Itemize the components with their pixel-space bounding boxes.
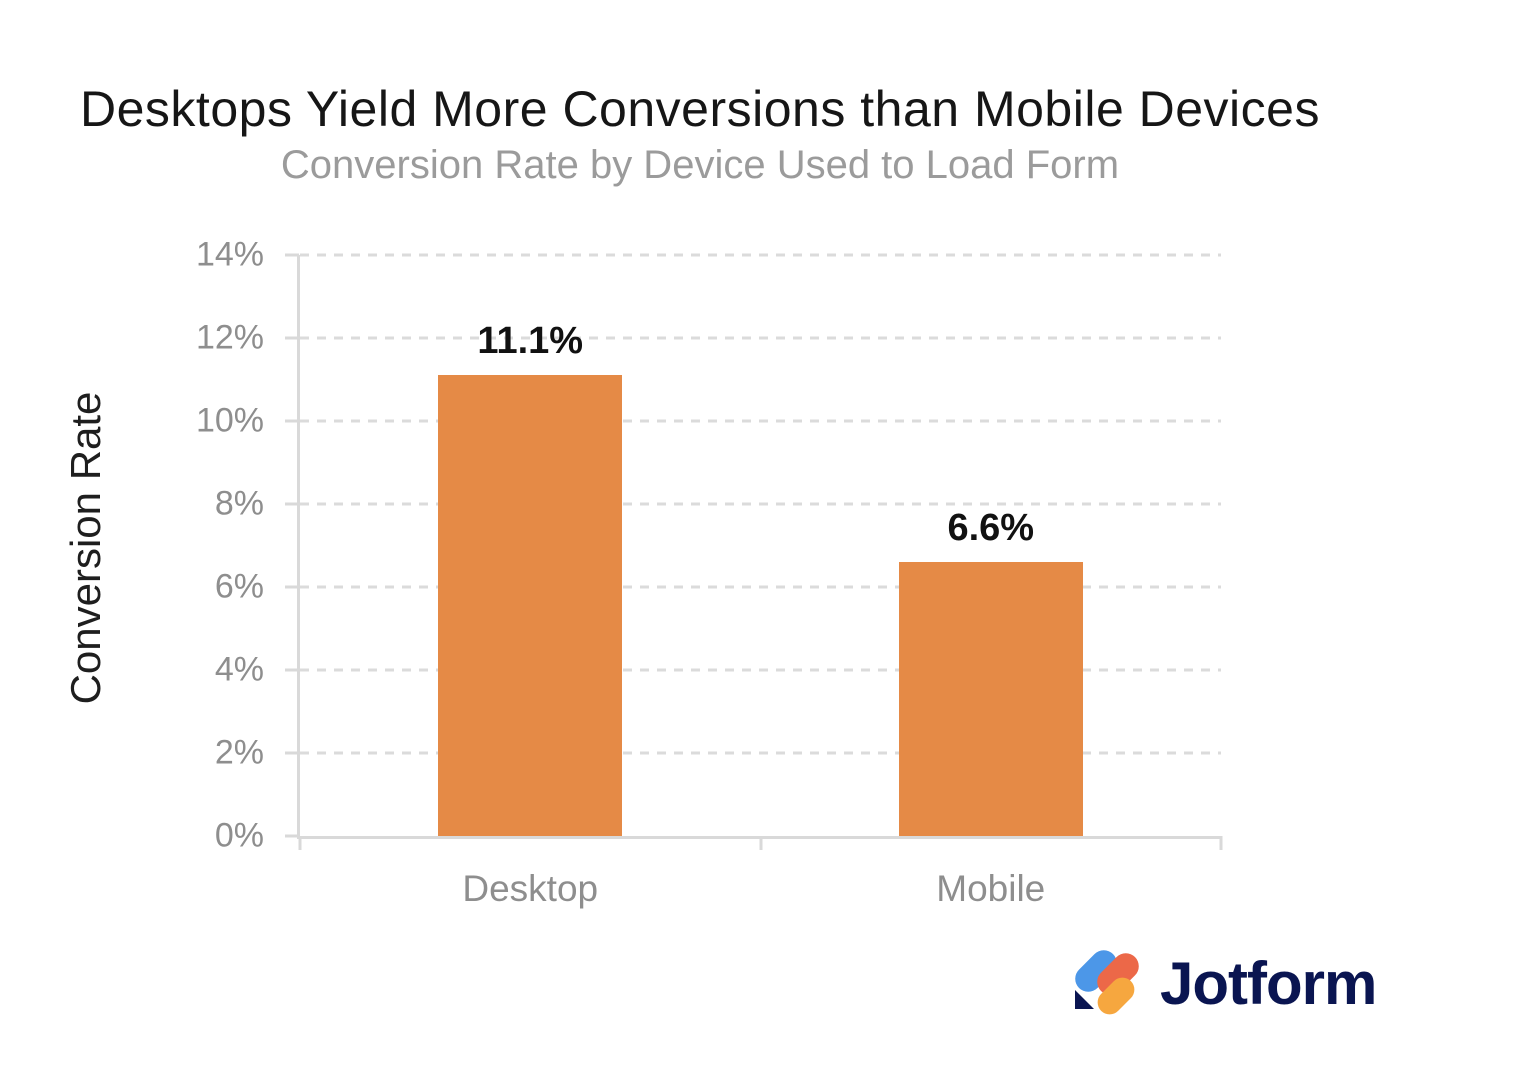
- gridline: [300, 419, 1221, 423]
- category-label: Desktop: [462, 868, 599, 909]
- y-tick-label: 2%: [214, 733, 264, 772]
- jotform-logo-icon: [1069, 944, 1145, 1022]
- bar-value-label: 6.6%: [947, 507, 1035, 550]
- category-slot-mobile: 6.6% Mobile: [761, 255, 1222, 909]
- category-slot-desktop: 11.1% Desktop: [300, 255, 761, 909]
- gridline: [300, 668, 1221, 672]
- bar-desktop: [438, 375, 623, 836]
- y-tick-label: 6%: [214, 567, 264, 606]
- gridline: [300, 751, 1221, 755]
- bar-mobile: [898, 562, 1083, 836]
- jotform-logo: Jotform: [1069, 944, 1377, 1022]
- y-tick: [285, 751, 299, 755]
- chart-title: Desktops Yield More Conversions than Mob…: [80, 81, 1320, 137]
- y-tick-label: 12%: [195, 318, 264, 357]
- x-tick: [298, 836, 302, 850]
- jotform-wordmark: Jotform: [1160, 950, 1377, 1017]
- y-tick-label: 8%: [214, 484, 264, 523]
- y-tick: [285, 668, 299, 672]
- y-axis-title: Conversion Rate: [62, 391, 109, 705]
- y-tick: [285, 502, 299, 506]
- gridline: [300, 585, 1221, 589]
- logo-pencil-triangle: [1075, 990, 1094, 1009]
- x-tick: [759, 836, 762, 850]
- y-tick-label: 14%: [195, 235, 264, 274]
- gridline: [300, 336, 1221, 340]
- category-label: Mobile: [936, 868, 1046, 909]
- gridline: [300, 502, 1221, 506]
- plot-area: 0% 2% 4% 6% 8% 10% 12% 14% 11.1% Desktop 6.6% Mobil…: [196, 236, 1223, 909]
- chart-subtitle: Conversion Rate by Device Used to Load F…: [280, 143, 1120, 187]
- y-tick-label: 4%: [214, 650, 264, 689]
- x-tick: [1219, 836, 1223, 850]
- y-tick: [285, 336, 299, 340]
- title-block: Desktops Yield More Conversions than Mob…: [0, 80, 1400, 190]
- gridline: [300, 253, 1221, 257]
- y-tick-label: 10%: [195, 401, 264, 440]
- bar-value-label: 11.1%: [477, 320, 584, 363]
- y-tick: [285, 419, 299, 423]
- y-tick-label: 0%: [214, 816, 264, 855]
- y-tick: [285, 253, 299, 257]
- y-tick: [285, 585, 299, 589]
- y-tick: [285, 834, 299, 838]
